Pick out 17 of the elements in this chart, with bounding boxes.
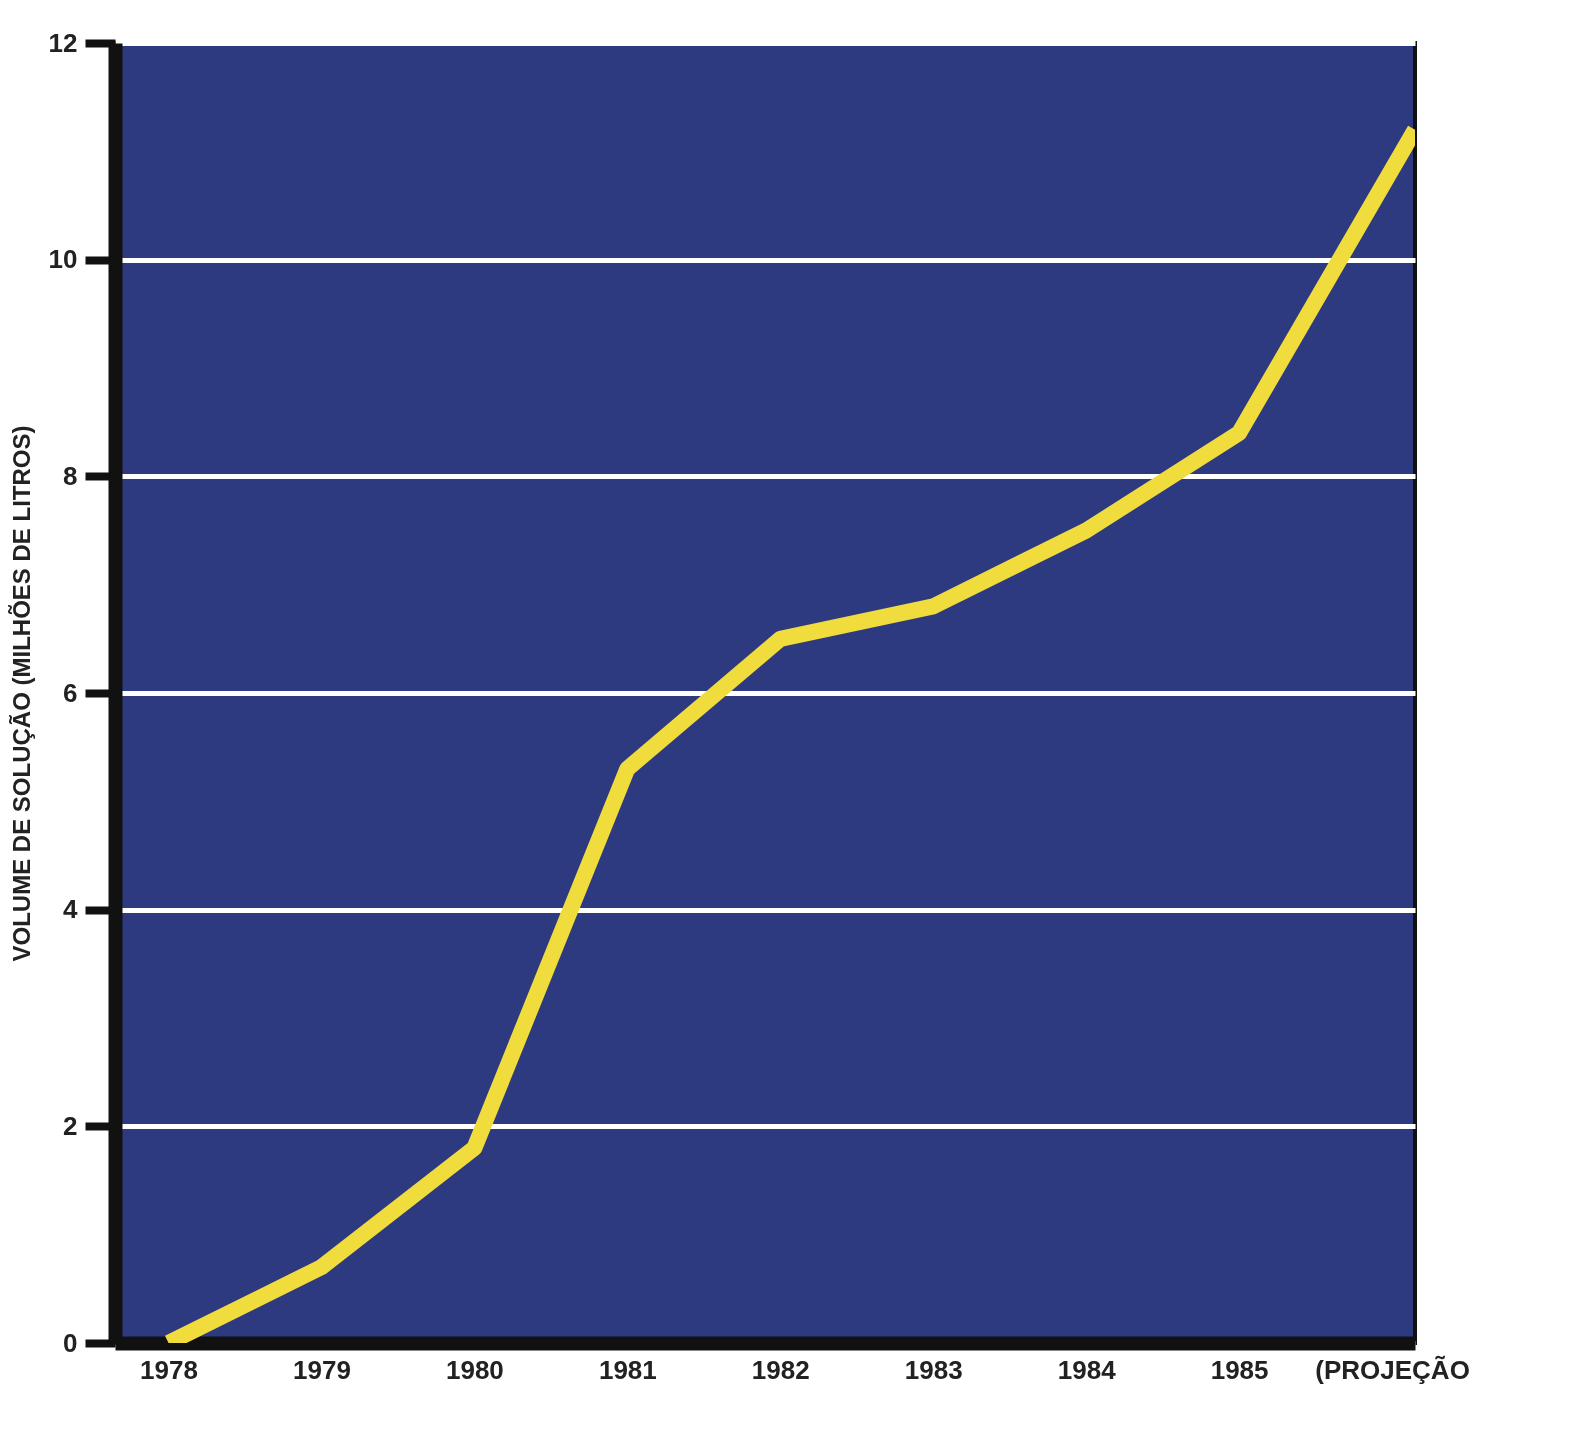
y-axis-title: VOLUME DE SOLUÇÃO (MILHÕES DE LITROS) xyxy=(7,425,35,962)
x-tick-label: 1978 xyxy=(140,1354,198,1385)
y-tick-label: 6 xyxy=(63,677,78,708)
x-tick-label: 1985 xyxy=(1210,1354,1269,1385)
x-tick-label: 1982 xyxy=(751,1354,810,1385)
x-tick-label: 1983 xyxy=(904,1354,963,1385)
x-tick-label: (PROJEÇÃO xyxy=(1315,1354,1470,1385)
x-tick-label: 1980 xyxy=(445,1354,504,1385)
y-tick-label: 8 xyxy=(63,460,78,491)
x-tick-label: 1984 xyxy=(1057,1354,1117,1385)
y-tick-label: 12 xyxy=(48,27,78,58)
y-tick-label: 4 xyxy=(63,894,79,925)
y-tick-label: 0 xyxy=(63,1327,78,1358)
y-tick-label: 10 xyxy=(48,244,78,275)
y-tick-label: 2 xyxy=(63,1110,78,1141)
x-tick-label: 1981 xyxy=(598,1354,657,1385)
x-tick-label: 1979 xyxy=(293,1354,351,1385)
